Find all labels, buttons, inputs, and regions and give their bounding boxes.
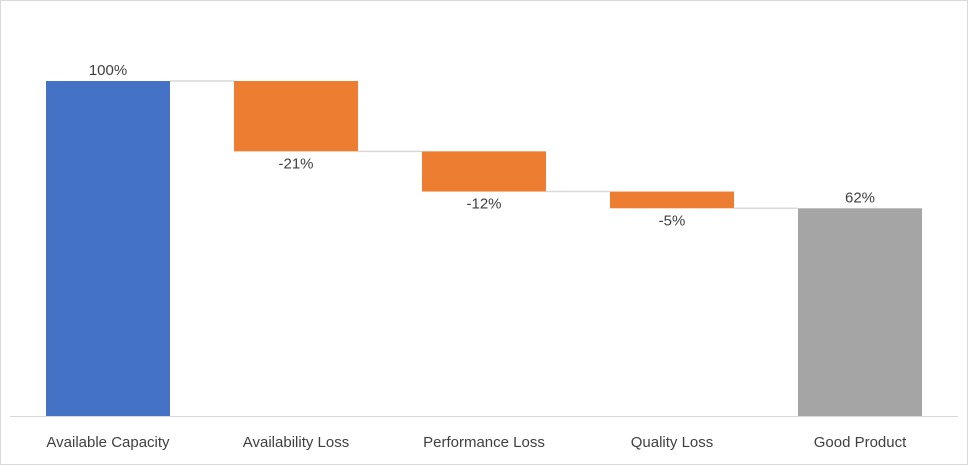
- bar-quality-loss: [610, 191, 734, 209]
- bars: [46, 81, 922, 416]
- data-label: 62%: [845, 189, 875, 206]
- bar-availability-loss: [234, 81, 358, 152]
- data-label: -5%: [659, 212, 686, 229]
- category-label: Available Capacity: [46, 434, 170, 451]
- category-label: Good Product: [814, 434, 907, 451]
- bar-good-product: [798, 208, 922, 416]
- category-label: Quality Loss: [631, 434, 714, 451]
- category-label: Performance Loss: [423, 434, 545, 451]
- category-label: Availability Loss: [243, 434, 349, 451]
- bar-available-capacity: [46, 81, 170, 416]
- bar-performance-loss: [422, 151, 546, 192]
- category-labels: Available Capacity Availability Loss Perfo…: [46, 434, 907, 451]
- data-label: 100%: [89, 62, 127, 79]
- data-label: -12%: [466, 196, 501, 213]
- data-labels: 100% -21% -12% -5% 62%: [89, 62, 875, 229]
- data-label: -21%: [278, 155, 313, 172]
- connector-lines: [170, 80, 798, 210]
